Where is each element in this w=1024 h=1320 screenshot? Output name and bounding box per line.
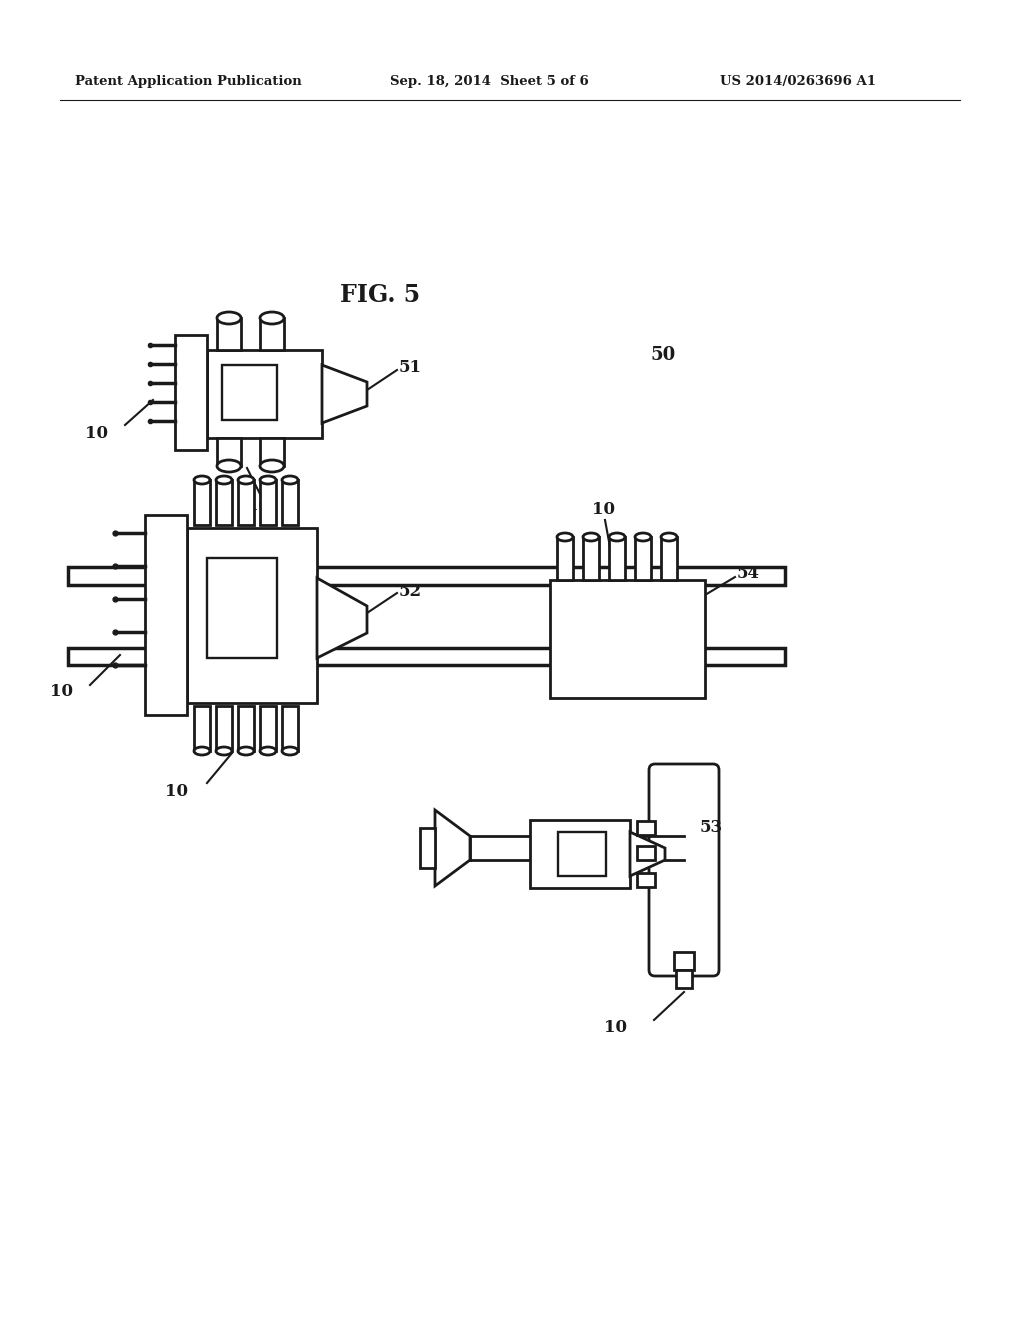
- Bar: [260, 480, 276, 525]
- Bar: [637, 846, 655, 861]
- Polygon shape: [317, 578, 367, 657]
- Ellipse shape: [238, 477, 254, 484]
- Bar: [238, 480, 254, 525]
- Text: Patent Application Publication: Patent Application Publication: [75, 75, 302, 88]
- Text: US 2014/0263696 A1: US 2014/0263696 A1: [720, 75, 876, 88]
- Bar: [420, 828, 435, 869]
- Bar: [557, 537, 573, 579]
- Bar: [637, 821, 655, 836]
- Bar: [635, 537, 651, 579]
- Polygon shape: [322, 366, 367, 422]
- Ellipse shape: [260, 312, 284, 323]
- Text: 10: 10: [85, 425, 108, 441]
- Text: 52: 52: [399, 582, 422, 599]
- Bar: [187, 528, 317, 704]
- Bar: [216, 706, 232, 751]
- Text: 10: 10: [247, 498, 270, 515]
- Bar: [260, 438, 284, 466]
- Ellipse shape: [194, 747, 210, 755]
- Ellipse shape: [282, 747, 298, 755]
- Bar: [216, 480, 232, 525]
- Ellipse shape: [216, 477, 232, 484]
- Ellipse shape: [260, 477, 276, 484]
- Bar: [68, 568, 785, 585]
- Text: 10: 10: [50, 684, 73, 701]
- Ellipse shape: [662, 533, 677, 541]
- Text: FIG. 5: FIG. 5: [340, 282, 420, 308]
- Bar: [68, 648, 785, 665]
- Text: Sep. 18, 2014  Sheet 5 of 6: Sep. 18, 2014 Sheet 5 of 6: [390, 75, 589, 88]
- Bar: [550, 579, 705, 698]
- Bar: [175, 335, 207, 450]
- Ellipse shape: [194, 477, 210, 484]
- Bar: [282, 480, 298, 525]
- Bar: [145, 515, 187, 715]
- Bar: [207, 350, 322, 438]
- Text: 10: 10: [592, 502, 615, 519]
- Ellipse shape: [238, 747, 254, 755]
- Ellipse shape: [609, 533, 625, 541]
- Text: 10: 10: [165, 783, 188, 800]
- Bar: [194, 706, 210, 751]
- Text: 51: 51: [399, 359, 422, 376]
- Ellipse shape: [260, 747, 276, 755]
- Bar: [637, 873, 655, 887]
- Bar: [217, 438, 241, 466]
- Bar: [217, 318, 241, 350]
- Bar: [609, 537, 625, 579]
- Ellipse shape: [217, 312, 241, 323]
- Bar: [662, 537, 677, 579]
- Bar: [674, 952, 694, 970]
- Bar: [583, 537, 599, 579]
- Bar: [207, 558, 278, 657]
- Polygon shape: [630, 832, 665, 876]
- Ellipse shape: [557, 533, 573, 541]
- Ellipse shape: [217, 459, 241, 473]
- Text: 50: 50: [650, 346, 675, 364]
- Text: 53: 53: [700, 820, 723, 837]
- Bar: [260, 706, 276, 751]
- Bar: [260, 318, 284, 350]
- FancyBboxPatch shape: [649, 764, 719, 975]
- Ellipse shape: [583, 533, 599, 541]
- Bar: [222, 366, 278, 420]
- Text: 54: 54: [737, 565, 760, 582]
- Ellipse shape: [260, 459, 284, 473]
- Bar: [530, 820, 630, 888]
- Ellipse shape: [216, 747, 232, 755]
- Polygon shape: [435, 810, 470, 886]
- Ellipse shape: [282, 477, 298, 484]
- Bar: [282, 706, 298, 751]
- Bar: [676, 970, 692, 987]
- Bar: [558, 832, 606, 876]
- Text: 10: 10: [604, 1019, 627, 1036]
- Bar: [194, 480, 210, 525]
- Ellipse shape: [635, 533, 651, 541]
- Bar: [238, 706, 254, 751]
